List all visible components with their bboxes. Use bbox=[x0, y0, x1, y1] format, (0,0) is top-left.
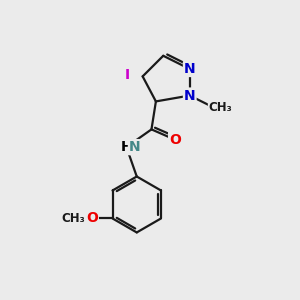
Text: CH₃: CH₃ bbox=[209, 101, 232, 114]
Text: CH₃: CH₃ bbox=[61, 212, 85, 225]
Text: N: N bbox=[184, 62, 196, 76]
Text: I: I bbox=[125, 68, 130, 82]
Text: N: N bbox=[129, 140, 140, 154]
Text: O: O bbox=[169, 133, 181, 147]
Text: H: H bbox=[121, 140, 132, 154]
Text: N: N bbox=[184, 88, 196, 103]
Text: O: O bbox=[86, 212, 98, 226]
